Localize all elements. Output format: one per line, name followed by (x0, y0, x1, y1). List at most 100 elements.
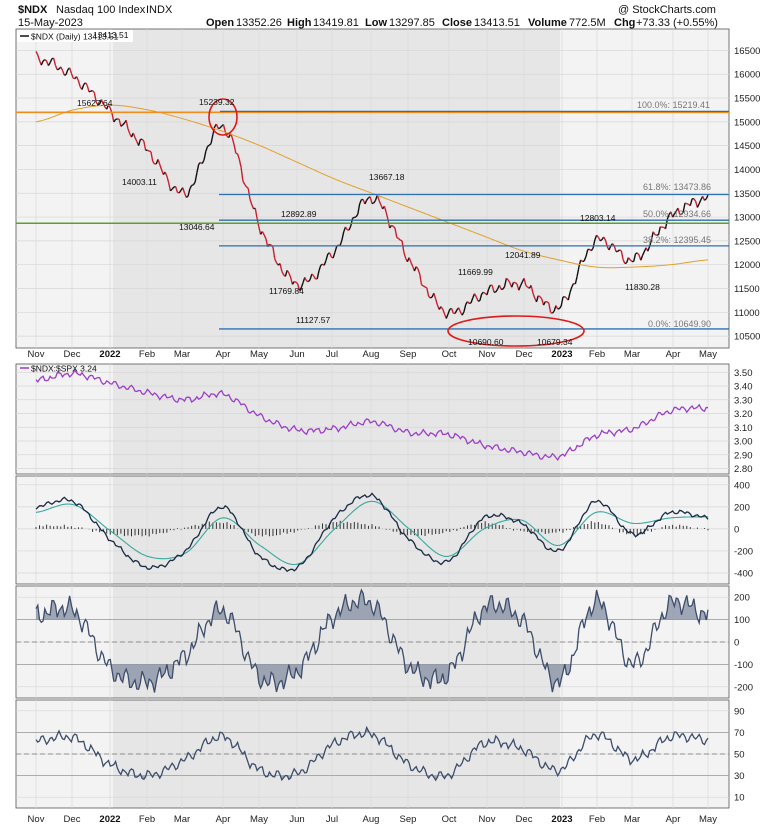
price-segment (201, 159, 205, 164)
price-tick-label: 15500 (734, 94, 760, 105)
x-tick-label: Nov (28, 349, 45, 360)
index-name: Nasdaq 100 Index (56, 4, 146, 16)
price-segment (596, 234, 599, 238)
price-segment (705, 194, 709, 200)
price-segment (421, 284, 424, 287)
cci-tick-label: -200 (734, 682, 753, 693)
price-segment (352, 216, 355, 219)
x-tick-label: May (250, 349, 268, 360)
price-segment (111, 113, 115, 123)
price-segment (118, 118, 122, 127)
price-segment (88, 90, 92, 93)
price-segment (383, 206, 387, 213)
price-segment (61, 70, 65, 76)
price-segment (539, 296, 543, 300)
symbol-label: $NDX (18, 4, 48, 16)
price-segment (366, 197, 370, 201)
price-segment (189, 185, 193, 190)
price-segment (49, 58, 53, 63)
price-segment (358, 199, 363, 205)
x-tick-label: Mar (624, 814, 640, 825)
price-tick-label: 13000 (734, 213, 760, 224)
year-2022-shade (113, 29, 560, 348)
rsi-tick-label: 90 (734, 706, 745, 717)
price-segment (417, 268, 421, 275)
x-tick-label: Feb (139, 349, 155, 360)
x-tick-label: Dec (516, 814, 533, 825)
bottom-highlight-circle (447, 315, 585, 347)
price-segment (657, 226, 661, 236)
price-segment (261, 231, 265, 236)
x-tick-label: Mar (174, 349, 190, 360)
price-segment (624, 262, 627, 265)
price-tick-label: 14000 (734, 165, 760, 176)
price-segment (364, 199, 368, 205)
price-segment (183, 192, 187, 198)
price-segment (113, 118, 117, 123)
cci-tick-label: -100 (734, 660, 753, 671)
price-segment (620, 250, 624, 260)
price-segment (576, 266, 580, 277)
price-segment (93, 92, 97, 103)
price-segment (171, 186, 175, 190)
fib-label-100: 100.0%: 15219.41 (637, 100, 710, 110)
macd-signal-line (35, 500, 708, 566)
price-segment (147, 149, 150, 152)
price-segment (434, 298, 439, 306)
price-segment (291, 281, 295, 285)
x-tick-label: 2023 (551, 814, 572, 825)
annot-13046: 13046.64 (179, 222, 215, 232)
price-segment (479, 293, 483, 301)
price-segment (152, 160, 156, 165)
price-segment (491, 285, 495, 293)
price-segment (483, 291, 486, 294)
price-segment (470, 297, 474, 304)
price-segment (306, 280, 309, 283)
volume-value: 772.5M (569, 17, 606, 29)
price-segment (159, 164, 163, 170)
price-segment (238, 159, 242, 168)
price-segment (684, 202, 688, 205)
macd-line (35, 492, 709, 573)
rsi-tick-label: 70 (734, 728, 745, 739)
series-layer (35, 51, 709, 782)
price-segment (42, 59, 46, 62)
price-segment (40, 60, 44, 66)
price-segment (328, 252, 332, 258)
year-2022-shade (113, 476, 560, 584)
price-segment (463, 304, 467, 312)
cci-tick-label: 100 (734, 615, 750, 626)
rsi-tick-label: 50 (734, 750, 745, 761)
price-segment (486, 288, 490, 296)
price-segment (182, 187, 186, 194)
price-segment (580, 259, 583, 263)
x-tick-label: Oct (442, 814, 457, 825)
price-segment (507, 279, 511, 284)
fib-label-618: 61.8%: 13473.86 (643, 182, 711, 192)
x-tick-label: Feb (589, 349, 605, 360)
price-segment (514, 282, 518, 285)
price-annotations: 13413.51 15627.64 15239.32 14003.11 1304… (77, 30, 660, 347)
annot-11769: 11769.84 (269, 286, 304, 296)
price-segment (415, 266, 419, 270)
price-segment (578, 259, 582, 268)
price-segment (263, 234, 267, 239)
price-segment (194, 172, 198, 183)
top-highlight-circle (208, 98, 238, 136)
price-segment (210, 134, 214, 144)
low-label: Low (365, 17, 387, 29)
price-segment (569, 286, 573, 293)
x-tick-label: Feb (139, 814, 155, 825)
price-segment (44, 59, 48, 62)
price-segment (132, 132, 136, 138)
price-segment (694, 201, 699, 208)
price-segment (635, 252, 638, 255)
price-segment (511, 282, 515, 288)
price-segment (625, 257, 630, 264)
x-tick-label: Apr (216, 814, 231, 825)
price-segment (702, 196, 706, 201)
price-segment (488, 284, 492, 290)
price-segment (47, 62, 51, 66)
price-segment (369, 196, 373, 204)
year-2022-shade (113, 364, 560, 474)
